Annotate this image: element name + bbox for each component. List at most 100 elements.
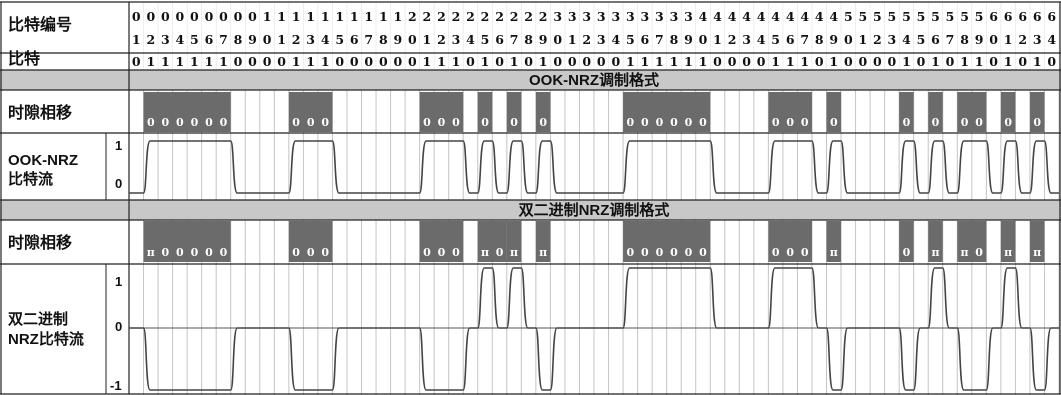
bit-value: 1 [655, 54, 664, 69]
duobinary-phase-mark: 0 [699, 246, 707, 259]
ook-phase-mark: 0 [903, 116, 911, 129]
ook-phase-mark: 0 [510, 116, 518, 129]
ook-phase-block [826, 92, 842, 132]
bit-index-units-digit: 4 [466, 32, 475, 47]
ook-phase-block [768, 92, 812, 132]
duobinary-phase-mark: 0 [685, 246, 693, 259]
ook-phase-block [477, 92, 493, 132]
bit-value: 1 [684, 54, 693, 69]
bit-value: 0 [408, 54, 417, 69]
bit-index-units-digit: 8 [234, 32, 243, 47]
duobinary-phase-mark: 0 [292, 246, 300, 259]
bit-index-units-digit: 9 [248, 32, 257, 47]
bit-index-tens-digit: 2 [466, 9, 475, 24]
bit-index-units-digit: 7 [510, 32, 519, 47]
bit-value: 0 [728, 54, 737, 69]
bit-value: 1 [699, 54, 708, 69]
bit-index-units-digit: 3 [742, 32, 751, 47]
duobinary-phase-block [419, 221, 464, 262]
bit-value: 0 [248, 54, 257, 69]
bit-index-units-digit: 5 [917, 32, 926, 47]
ook-phase-mark: 0 [292, 116, 300, 129]
bit-value: 1 [902, 54, 911, 69]
bit-index-units-digit: 8 [379, 32, 388, 47]
bit-value: 0 [582, 54, 591, 69]
bit-value: 1 [321, 54, 330, 69]
bit-index-units-digit: 3 [1033, 32, 1042, 47]
ook-phase-block [506, 92, 522, 132]
ook-phase-block [143, 92, 231, 132]
bit-index-tens-digit: 6 [1033, 9, 1042, 24]
bit-value: 1 [1004, 54, 1013, 69]
bit-index-tens-digit: 4 [771, 9, 780, 24]
duobinary-phase-mark: 0 [786, 246, 794, 259]
ook-phase-block [623, 92, 711, 132]
bit-index-tens-digit: 5 [975, 9, 984, 24]
bit-index-units-digit: 4 [176, 32, 185, 47]
duobinary-axis-high: 1 [115, 274, 122, 289]
bit-index-units-digit: 0 [844, 32, 853, 47]
duobinary-section-band [0, 200, 1061, 220]
duobinary-phase-block [826, 221, 842, 262]
bit-index-tens-digit: 0 [248, 9, 257, 24]
ook-phase-block [899, 92, 914, 132]
bit-value: 0 [364, 54, 373, 69]
bit-index-units-digit: 6 [350, 32, 359, 47]
ook-axis-low: 0 [115, 176, 122, 191]
duobinary-phase-mark: 0 [176, 246, 184, 259]
bit-index-tens-digit: 0 [132, 9, 141, 24]
bit-index-units-digit: 0 [263, 32, 272, 47]
bit-index-units-digit: 8 [524, 32, 533, 47]
bit-index-tens-digit: 5 [902, 9, 911, 24]
bit-value: 0 [989, 54, 998, 69]
bit-index-units-digit: 1 [568, 32, 577, 47]
duobinary-phase-block [623, 221, 711, 262]
duobinary-phase-block [957, 221, 987, 262]
bit-index-tens-digit: 4 [815, 9, 824, 24]
bit-value: 0 [350, 54, 359, 69]
bit-index-units-digit: 1 [277, 32, 286, 47]
duobinary-phase-block [477, 221, 507, 262]
duobinary-phase-mark: π [931, 246, 939, 259]
duobinary-phase-mark: 0 [656, 246, 664, 259]
bit-index-tens-digit: 0 [146, 9, 155, 24]
bit-index-units-digit: 6 [931, 32, 940, 47]
bit-index-units-digit: 7 [946, 32, 955, 47]
bit-value: 0 [844, 54, 853, 69]
ook-section-band [0, 70, 1061, 90]
bit-index-tens-digit: 0 [176, 9, 185, 24]
bit-index-units-digit: 3 [306, 32, 315, 47]
bit-index-units-digit: 3 [452, 32, 461, 47]
bit-index-tens-digit: 5 [858, 9, 867, 24]
bit-index-tens-digit: 2 [510, 9, 519, 24]
duobinary-phase-mark: π [539, 246, 547, 259]
bit-index-units-digit: 1 [1004, 32, 1013, 47]
bit-index-tens-digit: 5 [844, 9, 853, 24]
bit-index-units-digit: 2 [437, 32, 446, 47]
bit-value: 0 [466, 54, 475, 69]
bit-value: 0 [263, 54, 272, 69]
bit-index-units-digit: 2 [1018, 32, 1027, 47]
duobinary-phase-mark: 0 [496, 246, 504, 259]
duobinary-phase-mark: 0 [452, 246, 460, 259]
ook-phase-mark: 0 [423, 116, 431, 129]
bit-value: 0 [742, 54, 751, 69]
bit-index-tens-digit: 5 [873, 9, 882, 24]
bit-index-units-digit: 6 [786, 32, 795, 47]
bit-index-units-digit: 5 [335, 32, 344, 47]
bit-value: 0 [873, 54, 882, 69]
ook-phase-block [288, 92, 333, 132]
bit-value: 1 [146, 54, 155, 69]
bit-index-tens-digit: 5 [946, 9, 955, 24]
bit-value: 0 [611, 54, 620, 69]
ook-phase-block [928, 92, 943, 132]
bit-value: 0 [597, 54, 606, 69]
bit-index-tens-digit: 5 [917, 9, 926, 24]
bit-index-tens-digit: 5 [888, 9, 897, 24]
bit-index-units-digit: 3 [888, 32, 897, 47]
duobinary-phase-block [143, 221, 231, 262]
bit-index-units-digit: 7 [219, 32, 228, 47]
bit-value: 1 [161, 54, 170, 69]
bit-index-tens-digit: 2 [539, 9, 548, 24]
